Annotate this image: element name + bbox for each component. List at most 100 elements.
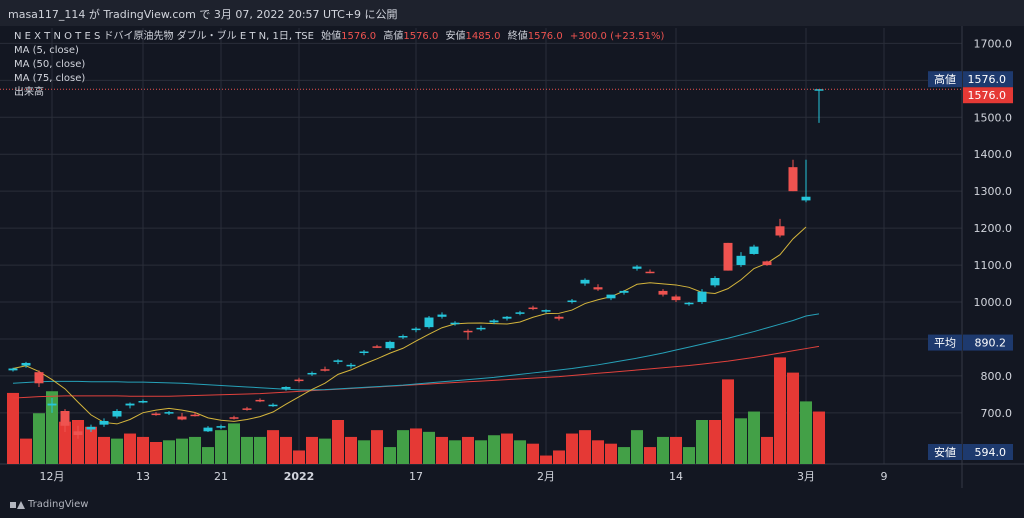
price-tag-value: 594.0	[975, 446, 1007, 459]
price-tag-label-bg	[928, 334, 962, 351]
volume-bar	[20, 438, 32, 464]
candle-body	[515, 312, 525, 314]
volume-bar	[488, 435, 500, 464]
candle-body	[242, 408, 252, 410]
y-tick-label: 1300.0	[974, 185, 1013, 198]
volume-bar	[189, 436, 201, 464]
volume-legend[interactable]: 出来高	[14, 87, 44, 98]
volume-bar	[709, 420, 721, 464]
price-tag-value: 1576.0	[968, 73, 1007, 86]
ma5-legend[interactable]: MA (5, close)	[14, 45, 79, 56]
candle-body	[216, 426, 226, 428]
symbol-name: N E X T N O T E S ドバイ原油先物 ダブル・ブル E T N, …	[14, 31, 314, 42]
volume-bar	[176, 438, 188, 464]
volume-bar	[280, 436, 292, 464]
volume-bar	[46, 391, 58, 464]
open-value: 1576.0	[341, 31, 377, 42]
volume-bar	[306, 436, 318, 464]
volume-bar	[163, 440, 175, 464]
volume-bar	[215, 430, 227, 464]
price-tag-bg	[963, 334, 1013, 351]
volume-bar	[813, 411, 825, 464]
price-chart[interactable]: 1700.01600.01500.01400.01300.01200.01100…	[0, 26, 1024, 488]
candle-body	[723, 242, 733, 271]
volume-bar	[787, 372, 799, 464]
candle-body	[801, 196, 811, 201]
candle-body	[593, 287, 603, 290]
candle-body	[333, 360, 343, 362]
candle-body	[736, 255, 746, 266]
ma5-line	[12, 226, 807, 425]
y-tick-label: 1100.0	[974, 259, 1013, 272]
x-tick-label: 21	[214, 470, 228, 483]
candle-body	[229, 417, 239, 419]
chart-legend: N E X T N O T E S ドバイ原油先物 ダブル・ブル E T N, …	[14, 30, 664, 100]
volume-bar	[293, 450, 305, 464]
candle-body	[476, 327, 486, 330]
candle-body	[47, 403, 57, 406]
ohlc-legend-row: N E X T N O T E S ドバイ原油先物 ダブル・ブル E T N, …	[14, 30, 664, 44]
candle-body	[255, 399, 265, 402]
volume-bar	[137, 436, 149, 464]
y-tick-label: 1000.0	[974, 296, 1013, 309]
publish-info: masa117_114 が TradingView.com で 3月 07, 2…	[8, 8, 398, 21]
candle-body	[8, 368, 18, 371]
candle-body	[450, 322, 460, 325]
candle-body	[528, 307, 538, 310]
low-label: 安値	[445, 31, 466, 42]
volume-bar	[540, 455, 552, 464]
volume-bar	[150, 442, 162, 464]
candle-body	[411, 328, 421, 331]
candle-body	[294, 379, 304, 382]
tradingview-logo[interactable]: TradingView	[10, 499, 88, 510]
y-tick-label: 700.0	[981, 407, 1013, 420]
publish-header: masa117_114 が TradingView.com で 3月 07, 2…	[0, 0, 1024, 27]
y-tick-label: 1700.0	[974, 37, 1013, 50]
ma75-legend[interactable]: MA (75, close)	[14, 73, 86, 84]
volume-bar	[124, 433, 136, 464]
candle-body	[619, 290, 629, 293]
volume-bar	[579, 430, 591, 464]
low-value: 1485.0	[465, 31, 501, 42]
candle-body	[697, 291, 707, 303]
candle-body	[190, 414, 200, 417]
volume-bar	[267, 430, 279, 464]
volume-bar	[332, 420, 344, 464]
candle-body	[112, 410, 122, 417]
candle-body	[502, 316, 512, 319]
candle-body	[645, 271, 655, 274]
volume-bar	[33, 413, 45, 464]
candle-body	[814, 89, 824, 91]
y-tick-label: 1400.0	[974, 148, 1013, 161]
close-value: 1576.0	[527, 31, 563, 42]
volume-bar	[410, 428, 422, 464]
x-tick-label: 9	[881, 470, 888, 483]
volume-bar	[7, 392, 19, 464]
volume-bar	[228, 423, 240, 464]
price-tag-label: 高値	[934, 72, 956, 86]
volume-bar	[254, 436, 266, 464]
volume-bar	[657, 436, 669, 464]
volume-bar	[800, 401, 812, 464]
change-value: +300.0 (+23.51%)	[569, 31, 665, 42]
volume-bar	[748, 411, 760, 464]
tradingview-brand: TradingView	[28, 499, 89, 510]
volume-bar	[644, 447, 656, 464]
volume-bar	[501, 433, 513, 464]
volume-bar	[774, 357, 786, 464]
candle-body	[606, 294, 616, 299]
candle-body	[671, 296, 681, 301]
candle-body	[21, 362, 31, 366]
volume-bar	[592, 440, 604, 464]
ma50-legend[interactable]: MA (50, close)	[14, 59, 86, 70]
price-tag-label-bg	[928, 444, 962, 460]
footer: TradingView	[0, 488, 1024, 518]
candle-body	[125, 403, 135, 406]
volume-bar	[462, 436, 474, 464]
volume-bar	[358, 440, 370, 464]
volume-bar	[59, 421, 71, 464]
volume-bar	[527, 443, 539, 464]
candle-body	[164, 412, 174, 414]
candle-body	[372, 346, 382, 348]
price-tag-value: 890.2	[975, 337, 1007, 350]
